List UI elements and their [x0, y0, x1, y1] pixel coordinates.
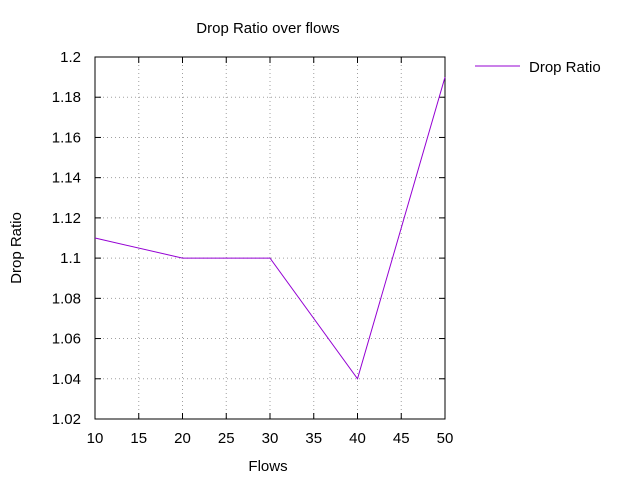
- x-axis-tick-labels: 10 15 20 25 30 35 40 45 50: [87, 430, 454, 447]
- x-tick-label: 20: [174, 430, 191, 447]
- y-tick-label: 1.18: [52, 89, 81, 106]
- x-tick-label: 25: [218, 430, 235, 447]
- grid-lines: [95, 57, 445, 419]
- x-axis-label: Flows: [248, 458, 287, 475]
- legend-label-drop-ratio: Drop Ratio: [529, 59, 601, 76]
- y-axis-tick-labels: 1.02 1.04 1.06 1.08 1.1 1.12 1.14 1.16 1.18 1.2: [52, 49, 81, 428]
- x-tick-label: 35: [305, 430, 322, 447]
- chart-title: Drop Ratio over flows: [196, 20, 339, 37]
- legend: Drop Ratio: [475, 59, 601, 76]
- y-tick-label: 1.06: [52, 331, 81, 348]
- y-tick-label: 1.2: [60, 49, 81, 66]
- y-tick-label: 1.14: [52, 170, 81, 187]
- series-line-drop-ratio: [94, 76, 446, 380]
- series-layer: [94, 76, 446, 380]
- y-tick-label: 1.04: [52, 371, 81, 388]
- x-tick-label: 15: [130, 430, 147, 447]
- x-tick-label: 50: [437, 430, 454, 447]
- x-tick-label: 30: [262, 430, 279, 447]
- y-tick-label: 1.16: [52, 129, 81, 146]
- y-tick-label: 1.1: [60, 250, 81, 267]
- y-tick-label: 1.12: [52, 210, 81, 227]
- x-tick-label: 40: [349, 430, 366, 447]
- y-axis-label: Drop Ratio: [8, 212, 25, 284]
- y-tick-label: 1.02: [52, 411, 81, 428]
- y-tick-label: 1.08: [52, 290, 81, 307]
- x-tick-label: 10: [87, 430, 104, 447]
- x-tick-label: 45: [393, 430, 410, 447]
